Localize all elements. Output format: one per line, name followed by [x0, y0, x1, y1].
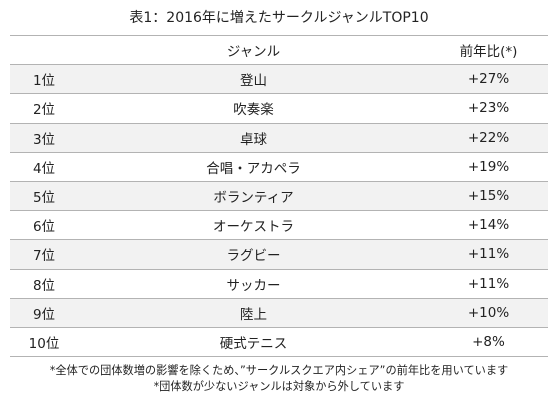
rank-cell: 6位: [10, 210, 78, 241]
genre-cell: ラグビー: [78, 239, 429, 270]
footnote-1: *全体での団体数増の影響を除くため、”サークルスクエア内シェア”の前年比を用いて…: [49, 364, 509, 377]
genre-cell: 登山: [78, 64, 429, 95]
rank-cell: 9位: [10, 298, 78, 328]
change-cell: +8%: [429, 327, 548, 358]
rank-cell: 3位: [10, 123, 78, 153]
footnotes: *全体での団体数増の影響を除くため、”サークルスクエア内シェア”の前年比を用いて…: [0, 363, 558, 394]
genre-cell: 合唱・アカペラ: [78, 152, 429, 182]
genre-cell: 卓球: [78, 123, 429, 153]
change-cell: +22%: [429, 123, 548, 153]
table-title: 表1：2016年に増えたサークルジャンルTOP10: [129, 10, 429, 26]
table-header-row: ジャンル 前年比(*): [10, 34, 548, 66]
header-genre: ジャンル: [78, 34, 429, 66]
change-cell: +15%: [429, 181, 548, 212]
change-cell: +19%: [429, 152, 548, 182]
rank-cell: 10位: [10, 327, 78, 358]
header-rank: [10, 34, 78, 66]
genre-cell: 吹奏楽: [78, 93, 429, 124]
ranking-table: ジャンル 前年比(*) 1位 登山 +27% 2位 吹奏楽 +23% 3位 卓球 +22% 4位合…: [10, 34, 548, 358]
rank-cell: 7位: [10, 239, 78, 270]
table-row: 3位 卓球 +22%: [10, 123, 548, 153]
rank-cell: 2位: [10, 93, 78, 124]
rank-cell: 1位: [10, 64, 78, 95]
table-row: 8位 サッカー +11%: [10, 269, 548, 299]
table-row: 4位 合唱・アカペラ +19%: [10, 152, 548, 182]
table-row: 10位 硬式テニス +8%: [10, 327, 548, 358]
genre-cell: オーケストラ: [78, 210, 429, 241]
rank-cell: 4位: [10, 152, 78, 182]
header-change: 前年比(*): [429, 34, 548, 66]
rank-cell: 5位: [10, 181, 78, 212]
footnote-2: *団体数が少ないジャンルは対象から外しています: [153, 379, 405, 393]
change-cell: +11%: [429, 239, 548, 270]
change-cell: +11%: [429, 269, 548, 299]
genre-cell: ボランティア: [78, 181, 429, 212]
table-row: 5位 ボランティア +15%: [10, 181, 548, 212]
genre-cell: サッカー: [78, 269, 429, 299]
table-row: 7位 ラグビー +11%: [10, 239, 548, 270]
table-row: 2位 吹奏楽 +23%: [10, 93, 548, 124]
rank-cell: 8位: [10, 269, 78, 299]
genre-cell: 陸上: [78, 298, 429, 328]
table-row: 1位 登山 +27%: [10, 64, 548, 95]
change-cell: +14%: [429, 210, 548, 241]
change-cell: +10%: [429, 298, 548, 328]
genre-cell: 硬式テニス: [78, 327, 429, 358]
change-cell: +27%: [429, 64, 548, 95]
table-row: 9位 陸上 +10%: [10, 298, 548, 328]
table-row: 6位 オーケストラ +14%: [10, 210, 548, 241]
change-cell: +23%: [429, 93, 548, 124]
